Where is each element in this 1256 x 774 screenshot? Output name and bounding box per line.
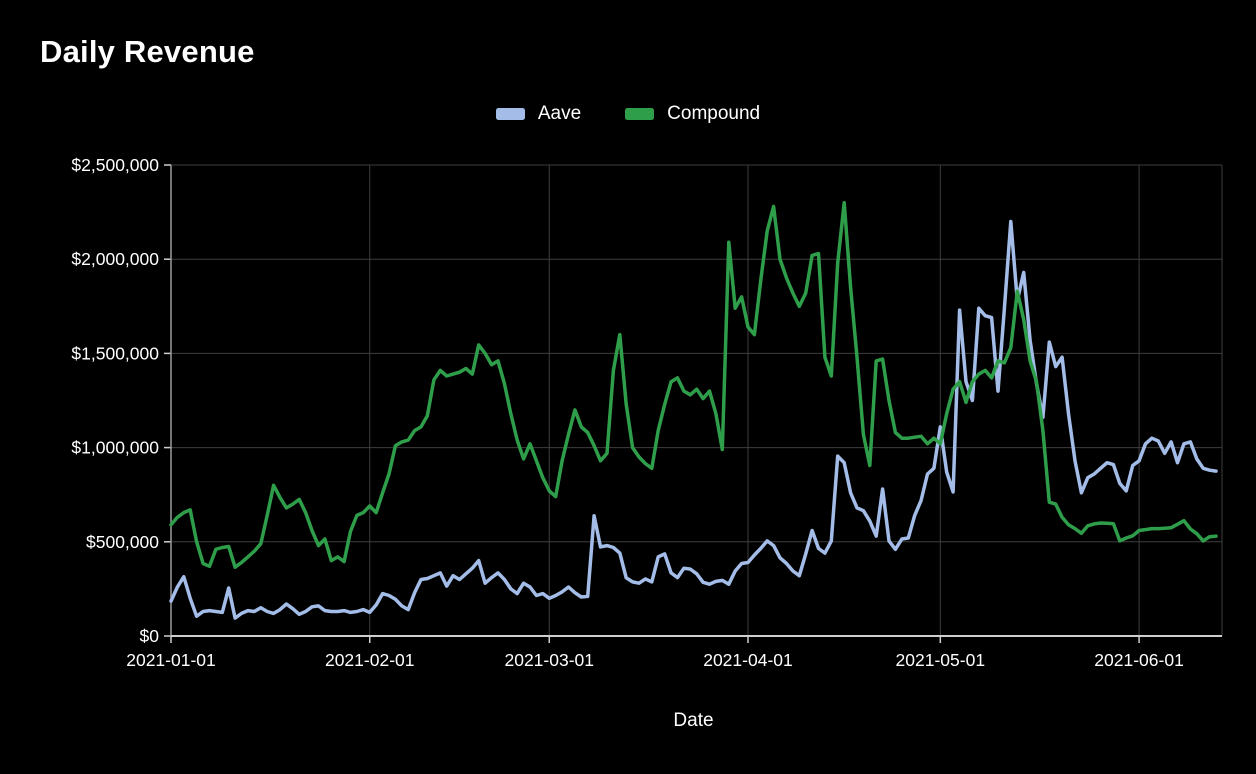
aave-legend-swatch xyxy=(495,108,525,120)
daily-revenue-line-chart: $0 $500,000 $1,000,000 $1,500,000 $2,000,000… xyxy=(71,155,1223,670)
compound-legend-swatch xyxy=(625,108,655,120)
svg-text:$500,000: $500,000 xyxy=(86,532,159,552)
svg-text:2021-05-01: 2021-05-01 xyxy=(896,650,986,670)
svg-text:$1,000,000: $1,000,000 xyxy=(71,438,159,458)
aave-legend-label: Aave xyxy=(537,103,582,124)
legend: Aave Compound xyxy=(0,103,1256,125)
svg-text:$0: $0 xyxy=(140,626,160,646)
page-title: Daily Revenue xyxy=(40,34,255,69)
legend-item-aave[interactable]: Aave xyxy=(495,103,582,125)
svg-text:2021-04-01: 2021-04-01 xyxy=(703,650,793,670)
svg-text:$1,500,000: $1,500,000 xyxy=(71,343,159,363)
svg-text:$2,500,000: $2,500,000 xyxy=(71,155,159,175)
compound-legend-label: Compound xyxy=(667,103,761,124)
svg-text:2021-02-01: 2021-02-01 xyxy=(325,650,415,670)
svg-text:2021-01-01: 2021-01-01 xyxy=(126,650,216,670)
svg-text:$2,000,000: $2,000,000 xyxy=(71,249,159,269)
legend-item-compound[interactable]: Compound xyxy=(625,103,760,125)
svg-text:2021-03-01: 2021-03-01 xyxy=(504,650,594,670)
x-axis-title: Date xyxy=(673,710,714,731)
svg-text:2021-06-01: 2021-06-01 xyxy=(1094,650,1184,670)
